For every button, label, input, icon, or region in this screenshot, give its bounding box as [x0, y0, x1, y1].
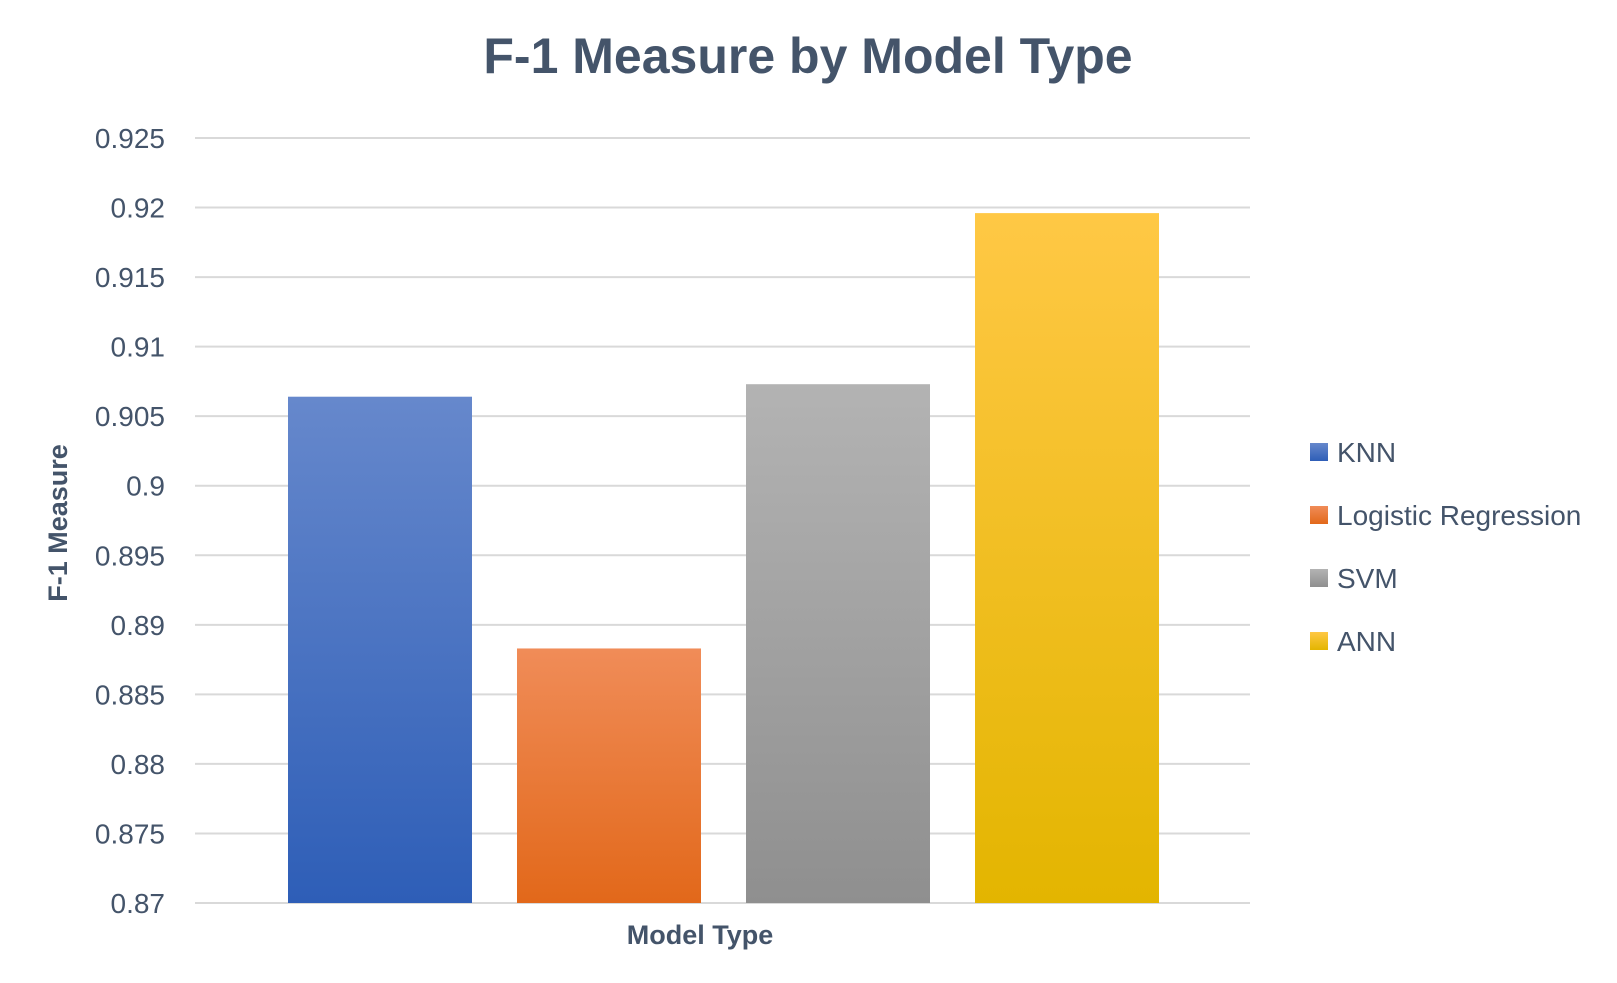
bar-knn	[288, 396, 472, 903]
y-tick-label: 0.885	[95, 679, 165, 710]
bars	[288, 213, 1159, 904]
legend-label: ANN	[1337, 626, 1396, 657]
bar-ann	[975, 213, 1159, 904]
legend-label: Logistic Regression	[1337, 500, 1581, 531]
legend-swatch	[1310, 506, 1328, 524]
bar-logistic-regression	[517, 648, 701, 903]
y-tick-label: 0.875	[95, 818, 165, 849]
legend-swatch	[1310, 632, 1328, 650]
y-tick-label: 0.925	[95, 123, 165, 154]
legend-label: SVM	[1337, 563, 1398, 594]
chart-title: F-1 Measure by Model Type	[483, 28, 1132, 84]
legend-label: KNN	[1337, 437, 1396, 468]
legend-swatch	[1310, 569, 1328, 587]
y-tick-label: 0.905	[95, 401, 165, 432]
y-tick-label: 0.88	[111, 749, 166, 780]
y-axis-ticks: 0.925 0.92 0.915 0.91 0.905 0.9 0.895 0.89 0.885…	[95, 123, 165, 919]
y-tick-label: 0.91	[111, 332, 166, 363]
legend-swatch	[1310, 443, 1328, 461]
bar-svm	[746, 384, 930, 903]
y-tick-label: 0.92	[111, 193, 166, 224]
y-tick-label: 0.915	[95, 262, 165, 293]
y-tick-label: 0.9	[126, 471, 165, 502]
y-tick-label: 0.895	[95, 540, 165, 571]
y-tick-label: 0.87	[111, 888, 166, 919]
legend: KNN Logistic Regression SVM ANN	[1310, 437, 1581, 657]
x-axis-title: Model Type	[627, 920, 774, 950]
y-axis-title: F-1 Measure	[43, 444, 73, 602]
y-tick-label: 0.89	[111, 610, 166, 641]
